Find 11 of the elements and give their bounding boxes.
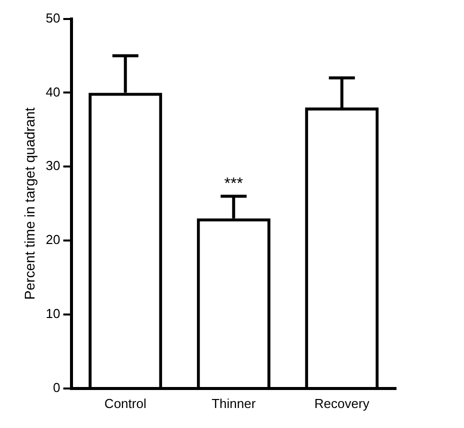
y-axis-title: Percent time in target quadrant [21, 107, 38, 300]
x-tick-label: Thinner [212, 396, 256, 411]
y-tick-label: 50 [46, 10, 60, 26]
x-tick-label: Recovery [314, 396, 370, 411]
y-tick-label: 20 [46, 232, 60, 248]
y-tick-label: 40 [46, 84, 60, 100]
y-tick-label: 30 [46, 158, 60, 174]
annotation: *** [224, 176, 243, 193]
y-tick-label: 10 [46, 306, 60, 322]
y-tick-label: 0 [53, 380, 60, 395]
x-tick-label: Control [104, 396, 146, 411]
